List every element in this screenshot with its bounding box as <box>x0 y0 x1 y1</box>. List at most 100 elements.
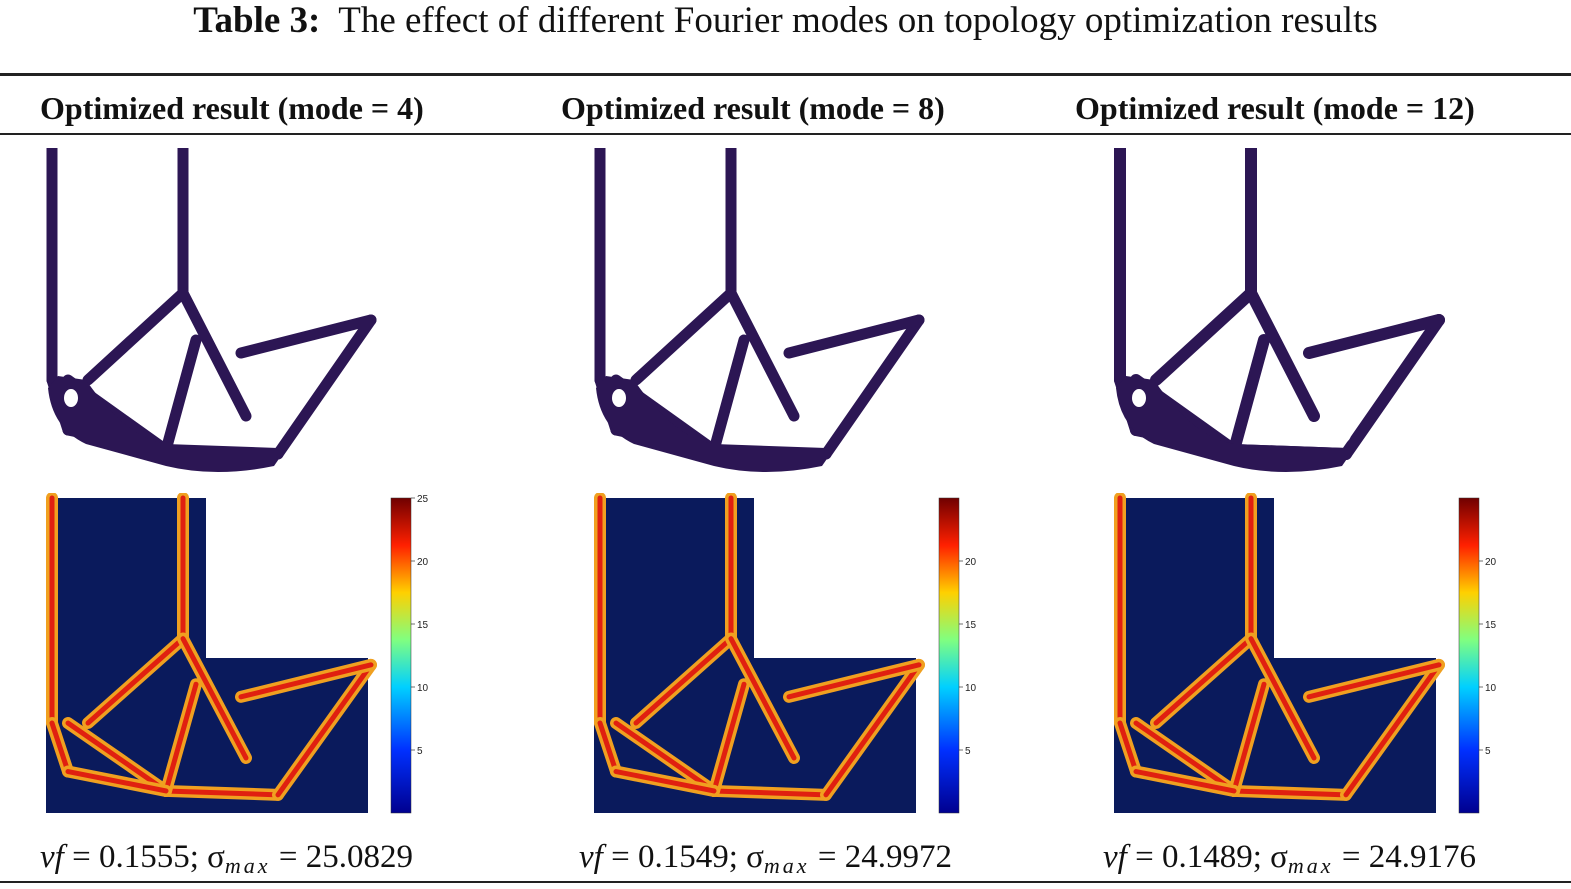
column-header-mode-12: Optimized result (mode = 12) <box>1075 90 1475 126</box>
colorbar-tick-label: 10 <box>1485 683 1497 694</box>
structure-base <box>596 376 840 472</box>
colorbar-tick-label: 10 <box>965 683 977 694</box>
top-rule <box>0 73 1571 76</box>
stress-band-core <box>633 636 734 726</box>
vf-value: 0.1549 <box>637 839 729 875</box>
result-cell-mode-8: 20 15 10 5 <box>594 148 1094 828</box>
structure-member <box>272 314 377 460</box>
stress-band-core <box>1153 636 1254 726</box>
structure-member <box>1150 287 1257 386</box>
bottom-rule <box>0 881 1571 883</box>
structure-hole <box>64 389 78 407</box>
stress-band-core <box>49 720 71 775</box>
stress-band-core <box>1133 720 1237 794</box>
colorbar-tick-label: 20 <box>417 557 429 568</box>
topology-figure <box>46 148 377 472</box>
colorbar-tick-label: 25 <box>417 494 429 505</box>
result-cell-mode-12: 20 15 10 5 <box>1114 148 1571 828</box>
sigma-symbol: σ <box>207 839 225 875</box>
structure-hole <box>612 389 626 407</box>
vf-symbol: vf <box>40 839 64 875</box>
colorbar <box>390 497 412 814</box>
structure-member <box>82 287 189 386</box>
structure-member <box>1245 287 1320 422</box>
structure-hole <box>1329 424 1351 444</box>
colorbar-tick-label: 20 <box>1485 557 1497 568</box>
sigma-max-value: 24.9972 <box>844 839 952 875</box>
sigma-symbol: σ <box>746 839 764 875</box>
column-header-mode-8: Optimized result (mode = 8) <box>561 90 945 126</box>
stress-band-core <box>85 636 186 726</box>
colorbar-tick-label: 5 <box>965 746 971 757</box>
stress-band-core <box>1231 681 1267 794</box>
vf-value: 0.1555 <box>98 839 190 875</box>
structure-member <box>177 287 252 422</box>
stress-band-core <box>728 636 797 761</box>
stress-band-core <box>1248 636 1317 761</box>
structure-hole <box>809 424 831 444</box>
stress-band-core <box>65 720 169 794</box>
stress-map-figure: 20 15 10 5 <box>1114 493 1497 814</box>
caption-label: Table 3: <box>193 0 321 41</box>
stress-band-core <box>163 788 281 798</box>
colorbar-tick-label: 5 <box>1485 746 1491 757</box>
structure-member <box>725 287 800 422</box>
colorbar-tick-label: 15 <box>1485 620 1497 631</box>
structure-hole <box>1132 389 1146 407</box>
stress-band-core <box>180 636 249 761</box>
caption-text: The effect of different Fourier modes on… <box>338 0 1378 41</box>
colorbar <box>938 497 960 814</box>
colorbar-tick-label: 10 <box>417 683 429 694</box>
result-metrics-mode-12: vf = 0.1489; σmax = 24.9176 <box>1103 839 1476 878</box>
stress-map-figure: 25 20 15 10 5 <box>46 493 429 814</box>
structure-member <box>1228 334 1270 456</box>
header-rule <box>0 133 1571 135</box>
structure-member <box>1303 314 1445 359</box>
structure-base <box>1116 376 1360 472</box>
structure-hole <box>261 424 283 444</box>
structure-member <box>783 314 925 359</box>
stress-paths <box>594 493 925 801</box>
column-header-mode-4: Optimized result (mode = 4) <box>40 90 424 126</box>
stress-band-core <box>1117 720 1139 775</box>
colorbar <box>1458 497 1480 814</box>
stress-band-core <box>65 769 169 794</box>
stress-band-core <box>275 662 374 798</box>
structure-member <box>1340 314 1445 460</box>
stress-band-core <box>163 681 199 794</box>
vf-symbol: vf <box>1103 839 1127 875</box>
stress-band-core <box>823 662 922 798</box>
sigma-symbol: σ <box>1270 839 1288 875</box>
stress-band-core <box>711 788 829 798</box>
stress-band-core <box>786 662 922 700</box>
vf-symbol: vf <box>579 839 603 875</box>
sigma-max-value: 24.9176 <box>1368 839 1476 875</box>
stress-paths <box>46 493 377 801</box>
structure-member <box>160 334 202 456</box>
table-caption: Table 3: The effect of different Fourier… <box>0 0 1571 42</box>
stress-band-core <box>597 720 619 775</box>
colorbar-tick-label: 20 <box>965 557 977 568</box>
result-metrics-mode-4: vf = 0.1555; σmax = 25.0829 <box>40 839 413 878</box>
structure-member <box>630 287 737 386</box>
sigma-subscript: max <box>763 853 810 878</box>
structure-member <box>235 314 377 359</box>
stress-band-core <box>1133 769 1237 794</box>
topology-structure <box>46 148 377 472</box>
stress-band-core <box>1231 788 1349 798</box>
topology-figure <box>594 148 925 472</box>
colorbar-tick-label: 15 <box>417 620 429 631</box>
structure-base <box>48 376 292 472</box>
colorbar-tick-label: 15 <box>965 620 977 631</box>
sigma-subscript: max <box>224 853 271 878</box>
structure-member <box>820 314 925 460</box>
colorbar-tick-label: 5 <box>417 746 423 757</box>
sigma-max-value: 25.0829 <box>305 839 413 875</box>
result-metrics-mode-8: vf = 0.1549; σmax = 24.9972 <box>579 839 952 878</box>
topology-figure <box>1114 148 1445 472</box>
stress-band-core <box>238 662 374 700</box>
structure-member <box>708 334 750 456</box>
sigma-subscript: max <box>1287 853 1334 878</box>
result-cell-mode-4: 25 20 15 10 5 <box>46 148 546 828</box>
stress-paths <box>1114 493 1445 801</box>
